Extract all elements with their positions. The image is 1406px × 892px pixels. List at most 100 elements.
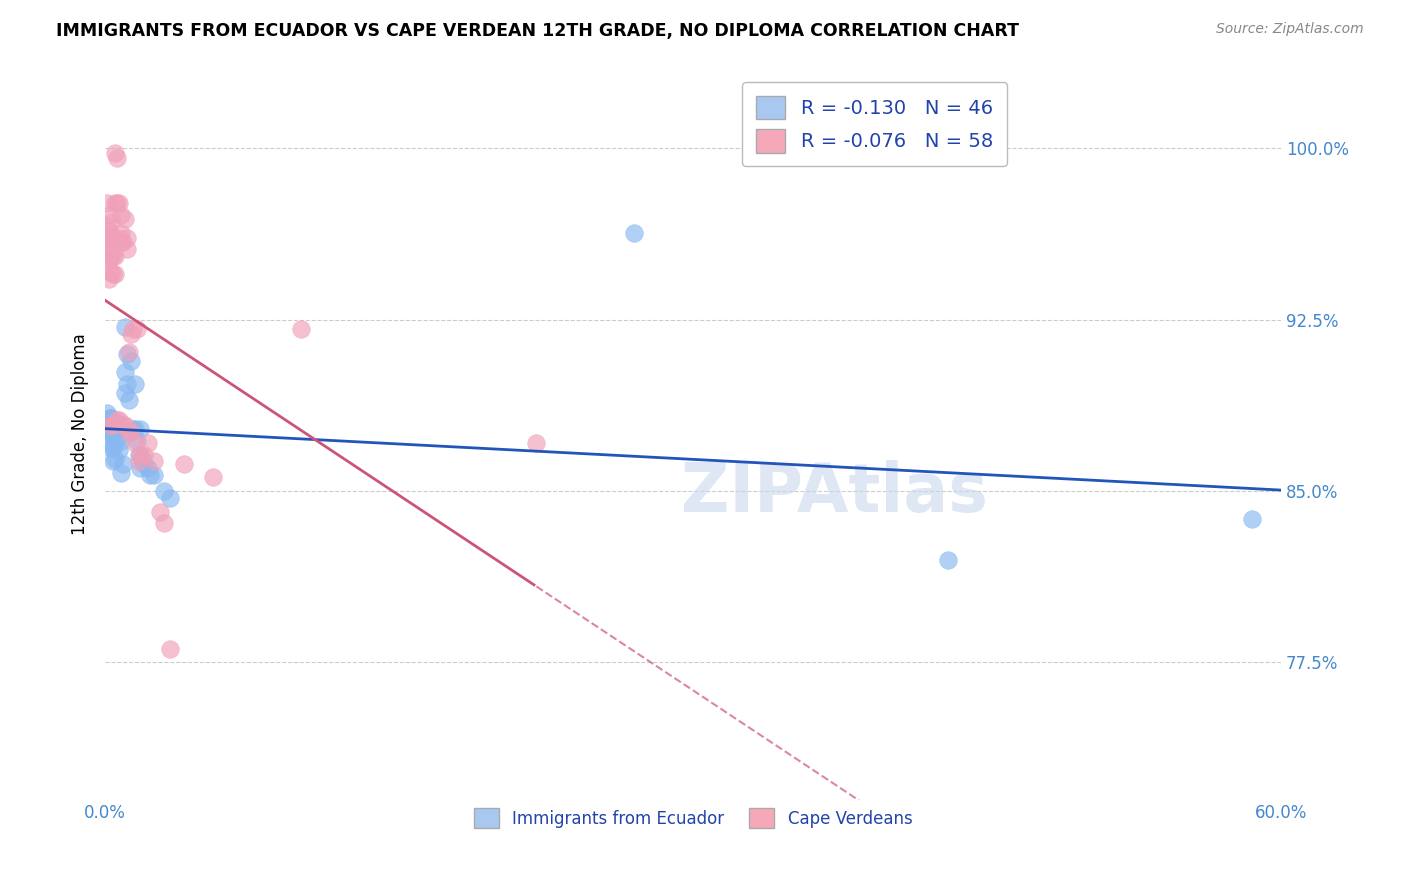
Point [101,417,124,432]
Point [136,461,159,475]
Point [98,271,121,285]
Point [100,214,122,228]
Point [105,432,128,446]
Point [118,425,141,439]
Point [110,208,132,222]
Point [104,146,127,161]
Point [100,425,122,439]
Point [98,208,121,222]
Point [159,491,181,505]
Point [96,230,118,244]
Point [105,416,128,430]
Point [100,441,122,455]
Point [114,417,136,432]
Point [143,454,166,468]
Point [115,242,138,256]
Point [100,411,122,425]
Text: Source: ZipAtlas.com: Source: ZipAtlas.com [1216,22,1364,37]
Point [110,226,132,240]
Point [104,432,127,446]
Point [108,196,131,211]
Point [131,452,153,467]
Point [121,422,143,436]
Point [128,448,150,462]
Point [104,196,127,211]
Point [111,457,134,471]
Point [96,253,118,268]
Point [100,265,122,279]
Point [100,411,122,425]
Point [96,420,118,434]
Point [149,505,172,519]
Point [100,230,122,244]
Point [118,392,141,407]
Point [104,452,127,467]
Point [1240,511,1263,525]
Point [115,376,138,391]
Point [120,326,142,341]
Point [114,319,136,334]
Point [98,237,121,252]
Point [153,516,176,530]
Y-axis label: 12th Grade, No Diploma: 12th Grade, No Diploma [72,333,89,535]
Point [98,224,121,238]
Point [96,242,118,256]
Point [115,230,138,244]
Point [108,442,131,457]
Point [101,441,124,455]
Point [96,196,118,211]
Point [98,425,121,439]
Point [124,376,146,391]
Point [143,468,166,483]
Point [101,425,124,439]
Point [108,413,131,427]
Point [96,219,118,234]
Point [98,411,121,425]
Point [125,434,148,448]
Point [121,322,143,336]
Point [105,196,128,211]
Point [108,230,131,244]
Point [100,417,122,432]
Point [104,267,127,281]
Point [153,484,176,499]
Point [114,365,136,379]
Point [111,417,134,432]
Point [111,235,134,249]
Point [105,151,128,165]
Point [129,461,152,475]
Point [101,267,124,281]
Point [623,226,645,240]
Point [173,457,195,471]
Point [110,235,132,249]
Point [101,249,124,263]
Point [129,448,152,462]
Point [524,436,547,450]
Point [120,354,142,368]
Point [124,422,146,436]
Point [100,249,122,263]
Point [201,470,224,484]
Point [159,641,181,656]
Point [139,468,162,483]
Point [290,322,312,336]
Point [136,436,159,450]
Point [104,249,127,263]
Point [120,425,142,439]
Point [98,436,121,450]
Point [115,347,138,361]
Point [114,385,136,400]
Point [124,436,146,450]
Point [118,344,141,359]
Text: IMMIGRANTS FROM ECUADOR VS CAPE VERDEAN 12TH GRADE, NO DIPLOMA CORRELATION CHART: IMMIGRANTS FROM ECUADOR VS CAPE VERDEAN … [56,22,1019,40]
Point [101,230,124,244]
Point [101,454,124,468]
Point [104,417,127,432]
Point [114,212,136,227]
Point [134,448,156,462]
Point [128,454,150,468]
Text: ZIPAtlas: ZIPAtlas [681,459,987,525]
Point [110,434,132,448]
Point [134,457,156,471]
Point [125,322,148,336]
